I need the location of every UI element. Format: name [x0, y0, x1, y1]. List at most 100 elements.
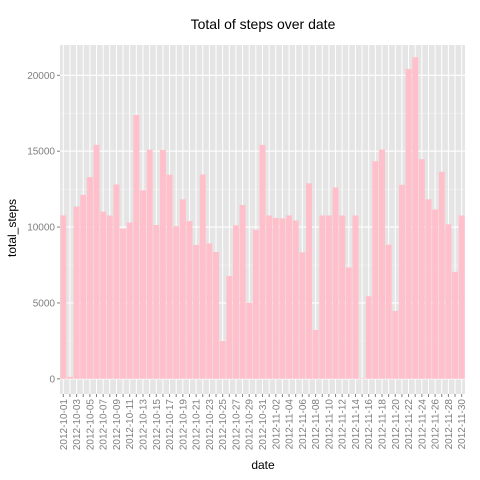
y-axis-ticks: 0 5000 10000 15000 20000 [27, 71, 60, 385]
y-tick-label: 0 [49, 374, 55, 385]
bar [292, 220, 299, 379]
bar [126, 222, 133, 379]
bar [286, 215, 293, 379]
bar [86, 177, 93, 379]
bar [179, 199, 186, 379]
bar [299, 252, 306, 379]
bar [60, 215, 67, 379]
x-tick-label: 2012-10-29 [245, 399, 256, 451]
x-tick-label: 2012-10-07 [99, 399, 110, 451]
bar [106, 215, 113, 379]
x-tick-label: 2012-11-08 [311, 399, 322, 450]
bar [398, 184, 405, 379]
x-tick-label: 2012-11-10 [324, 399, 335, 450]
x-tick-label: 2012-10-27 [231, 399, 242, 451]
x-tick-label: 2012-11-06 [298, 399, 309, 450]
y-axis-title: total_steps [5, 199, 19, 257]
bar [412, 57, 419, 379]
x-tick-label: 2012-11-14 [351, 399, 362, 450]
y-tick-label: 15000 [27, 147, 55, 158]
x-tick-label: 2012-10-15 [152, 399, 163, 451]
x-tick-label: 2012-11-02 [271, 399, 282, 450]
x-tick-label: 2012-10-23 [205, 399, 216, 451]
bar [445, 224, 452, 379]
bar [319, 215, 326, 379]
bar [173, 226, 180, 379]
bar [405, 68, 412, 379]
x-tick-label: 2012-11-04 [285, 399, 296, 450]
x-tick-label: 2012-10-25 [218, 399, 229, 451]
chart-title: Total of steps over date [191, 16, 336, 32]
bar [120, 228, 127, 379]
bar [325, 215, 332, 379]
bar [259, 144, 266, 379]
bar [213, 252, 220, 379]
bar [153, 224, 160, 379]
bar [159, 149, 166, 379]
x-tick-label: 2012-11-20 [391, 399, 402, 450]
x-tick-label: 2012-10-09 [112, 399, 123, 451]
bar [140, 190, 146, 379]
bar [438, 171, 445, 379]
bar [133, 115, 140, 379]
bar [93, 144, 100, 379]
bar [372, 161, 379, 379]
bar [305, 183, 312, 379]
bar [252, 229, 259, 379]
bar [312, 329, 319, 379]
bar [166, 174, 173, 379]
bar [73, 206, 80, 379]
bar [206, 243, 213, 379]
bar [193, 244, 200, 379]
bar [432, 209, 439, 379]
bar [458, 215, 465, 379]
x-tick-label: 2012-10-21 [192, 399, 203, 451]
bar [113, 184, 120, 379]
bar [246, 302, 253, 379]
x-tick-label: 2012-11-28 [444, 399, 455, 450]
bar [266, 215, 273, 379]
x-tick-label: 2012-10-17 [165, 399, 176, 451]
bar [80, 194, 87, 379]
x-tick-label: 2012-10-11 [125, 399, 136, 450]
y-tick-label: 5000 [33, 298, 56, 309]
bar [279, 218, 286, 379]
x-tick-label: 2012-11-22 [404, 399, 415, 450]
x-tick-label: 2012-10-03 [72, 399, 83, 451]
x-tick-label: 2012-11-24 [417, 399, 428, 450]
bar [339, 215, 346, 379]
bar [239, 204, 246, 379]
bars [60, 57, 465, 379]
x-tick-label: 2012-10-01 [59, 399, 70, 451]
bar [359, 378, 366, 379]
x-axis-ticks: 2012-10-01 2012-10-03 2012-10-05 2012-10-07… [59, 394, 468, 450]
bar [332, 187, 339, 379]
bar [392, 310, 399, 379]
y-tick-label: 10000 [27, 223, 55, 234]
bar [418, 159, 425, 379]
bar [232, 225, 239, 379]
x-tick-label: 2012-10-05 [85, 399, 96, 451]
x-tick-label: 2012-11-12 [338, 399, 349, 450]
bar [226, 275, 233, 379]
x-tick-label: 2012-11-26 [431, 399, 442, 450]
x-axis-title: date [251, 458, 275, 472]
bar [199, 174, 206, 379]
bar [452, 271, 459, 379]
bar [272, 217, 279, 379]
x-tick-label: 2012-10-31 [258, 399, 269, 451]
bar [425, 199, 432, 379]
bar [345, 267, 352, 379]
bar [219, 341, 226, 379]
y-tick-label: 20000 [27, 71, 55, 82]
bar [146, 149, 153, 379]
bar [365, 296, 372, 379]
bar [186, 221, 193, 379]
x-tick-label: 2012-10-19 [178, 399, 189, 451]
x-tick-label: 2012-11-18 [378, 399, 389, 450]
bar [385, 244, 392, 379]
bar [352, 215, 359, 379]
bar [66, 376, 73, 379]
bar [100, 211, 107, 379]
